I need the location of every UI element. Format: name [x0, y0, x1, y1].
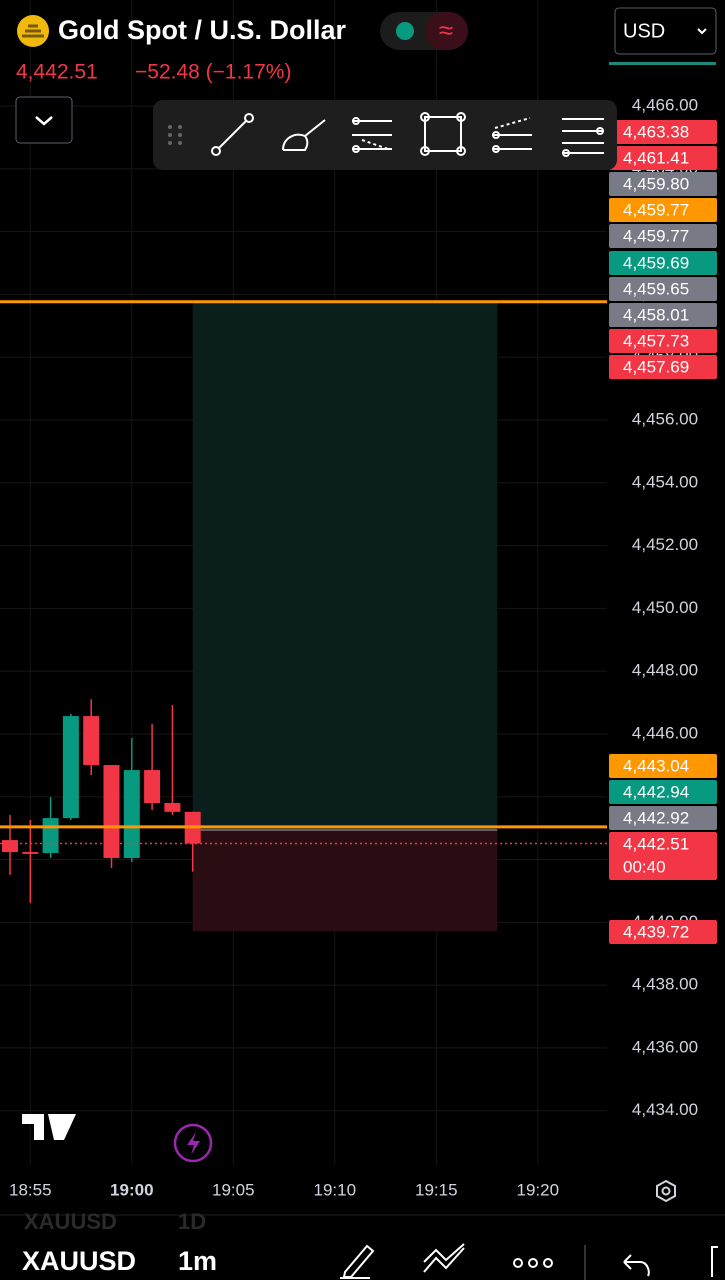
- price-tag: [609, 224, 717, 248]
- price-tag: [609, 920, 717, 944]
- market-status: [396, 22, 414, 40]
- drag-handle: [168, 125, 182, 145]
- lightning-button[interactable]: [173, 1123, 213, 1163]
- y-tick-label: 4,438.00: [632, 975, 698, 994]
- profit-zone: [192, 301, 498, 831]
- price-tag-label: 4,459.69: [623, 253, 689, 272]
- delay-icon: ≈: [439, 15, 453, 45]
- price-tag: [609, 198, 717, 222]
- price-tag: [609, 146, 717, 170]
- more-button[interactable]: [513, 1258, 553, 1268]
- logo-bars: [22, 24, 44, 38]
- price-tag-label: 4,439.72: [623, 922, 689, 941]
- symbol[interactable]: XAUUSD: [22, 1246, 136, 1276]
- trend-line-tool[interactable]: [211, 113, 254, 156]
- price-tag: [609, 355, 717, 379]
- tv-logo: [22, 1114, 76, 1140]
- candle-body: [123, 770, 140, 858]
- delay-badge: [425, 12, 468, 50]
- candle-body: [164, 803, 181, 812]
- settings-button[interactable]: [656, 1179, 676, 1203]
- candle-body: [42, 818, 59, 853]
- y-tick-label: 4,436.00: [632, 1037, 698, 1056]
- draw-button[interactable]: [340, 1244, 375, 1279]
- indicators-button[interactable]: [423, 1243, 465, 1273]
- y-tick-label: 4,456.00: [632, 410, 698, 429]
- price-change: −52.48 (−1.17%): [135, 61, 291, 84]
- currency-underline: [609, 62, 716, 65]
- faded-interval: 1D: [178, 1209, 206, 1234]
- expand-button[interactable]: [15, 96, 73, 144]
- price-tag-label: 4,442.94: [623, 782, 689, 801]
- chevron: [697, 28, 707, 35]
- footer: XAUUSD 1D XAUUSD 1m: [0, 1114, 725, 1280]
- price-tag: [609, 806, 717, 830]
- price-tag-label: 4,442.92: [623, 808, 689, 827]
- candle-body: [103, 765, 120, 858]
- price-tag-label: 4,463.38: [623, 122, 689, 141]
- price-tag: [609, 277, 717, 301]
- price-tag-label: 4,443.04: [623, 756, 689, 775]
- price-tag-label: 4,459.65: [623, 279, 689, 298]
- price-tag-label: 4,459.77: [623, 200, 689, 219]
- price-tag: [609, 329, 717, 353]
- fib-tool[interactable]: [352, 117, 392, 153]
- candle-body: [62, 716, 79, 819]
- plot-area: [0, 300, 607, 932]
- y-tick-label: 4,446.00: [632, 723, 698, 742]
- price-tag-label: 4,459.77: [623, 226, 689, 245]
- price-tag: [609, 754, 717, 778]
- y-tick-label: 4,450.00: [632, 598, 698, 617]
- header: Gold Spot / U.S. Dollar ≈ USD 4,442.51 −…: [15, 7, 717, 144]
- price-tag-label: 4,442.51: [623, 834, 689, 853]
- faded-symbol: XAUUSD: [24, 1209, 117, 1234]
- brush-tool[interactable]: [282, 119, 326, 151]
- price-tag-label: 4,461.41: [623, 148, 689, 167]
- expand-icon: [35, 116, 53, 126]
- loss-zone: [192, 830, 498, 932]
- price-tag: [609, 832, 717, 880]
- last-price: 4,442.51: [16, 61, 98, 84]
- price-tag-label: 4,458.01: [623, 305, 689, 324]
- y-tick-label: 4,454.00: [632, 472, 698, 491]
- fullscreen-button[interactable]: [711, 1246, 718, 1277]
- price-tag: [609, 251, 717, 275]
- currency-label: USD: [623, 20, 665, 42]
- x-tick-label: 19:00: [110, 1180, 153, 1199]
- candle-body: [144, 770, 161, 804]
- price-tag: [609, 303, 717, 327]
- y-tick-label: 4,434.00: [632, 1100, 698, 1119]
- price-tag-label: 4,459.80: [623, 174, 689, 193]
- x-tick-label: 19:05: [212, 1180, 255, 1199]
- y-tick-label: 4,448.00: [632, 661, 698, 680]
- candle-body: [2, 840, 18, 853]
- rectangle-tool[interactable]: [420, 112, 466, 156]
- countdown: 00:40: [623, 857, 666, 876]
- candle-body: [22, 852, 39, 854]
- interval[interactable]: 1m: [178, 1246, 217, 1276]
- drawing-toolbar: [153, 100, 617, 170]
- x-tick-label: 19:15: [415, 1180, 458, 1199]
- currency-select[interactable]: [614, 7, 717, 55]
- price-tag: [609, 120, 717, 144]
- channel-tool[interactable]: [492, 117, 532, 153]
- x-tick-label: 19:20: [517, 1180, 560, 1199]
- candle-body: [83, 716, 100, 766]
- undo-button[interactable]: [623, 1254, 650, 1277]
- price-tag: [609, 780, 717, 804]
- price-tag: [609, 172, 717, 196]
- symbol-title[interactable]: Gold Spot / U.S. Dollar: [58, 15, 347, 45]
- lines-tool[interactable]: [562, 118, 604, 157]
- x-tick-label: 18:55: [9, 1180, 52, 1199]
- y-tick-label: 4,466.00: [632, 96, 698, 115]
- price-tag-label: 4,457.73: [623, 331, 689, 350]
- x-tick-label: 19:10: [314, 1180, 357, 1199]
- lightning-icon: [187, 1132, 200, 1155]
- y-tick-label: 4,452.00: [632, 535, 698, 554]
- price-tag-label: 4,457.69: [623, 357, 689, 376]
- price-tags: 4,463.38 4,461.41 4,459.80 4,459.77 4,459.77…: [609, 120, 717, 944]
